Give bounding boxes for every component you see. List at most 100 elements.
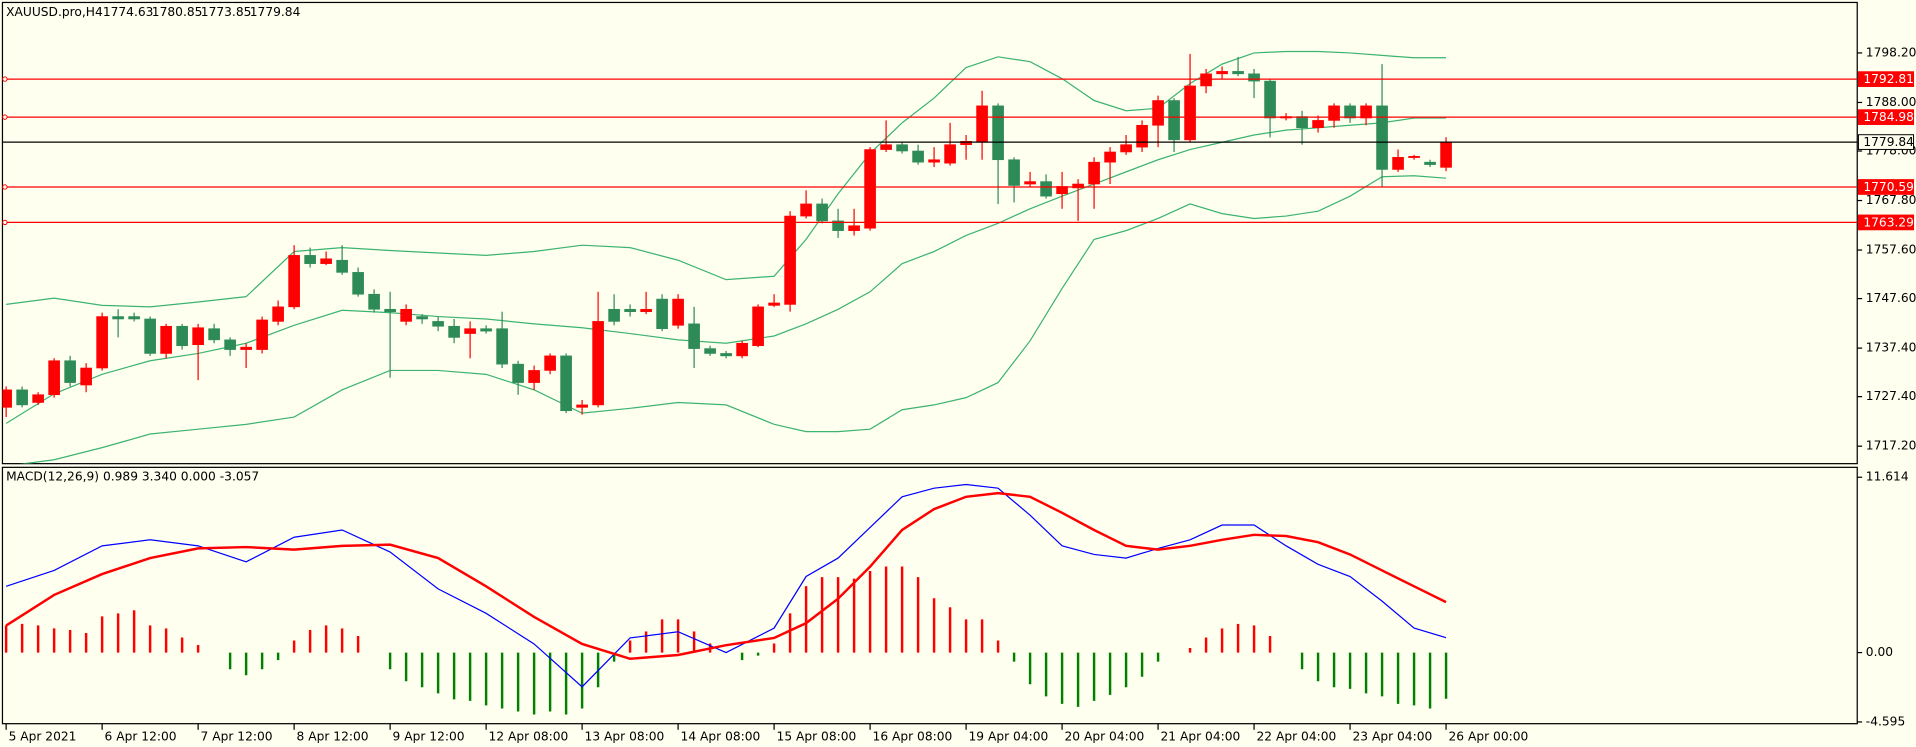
candle-body bbox=[912, 150, 924, 163]
candle-body bbox=[384, 308, 396, 313]
candle-body bbox=[368, 293, 380, 310]
candle-body bbox=[160, 325, 172, 354]
x-tick-label: 19 Apr 04:00 bbox=[969, 730, 1049, 744]
candle-body bbox=[1392, 157, 1404, 170]
x-tick-label: 23 Apr 04:00 bbox=[1353, 730, 1433, 744]
candle-body bbox=[496, 328, 508, 365]
candle-body bbox=[960, 140, 972, 146]
candle-body bbox=[336, 259, 348, 273]
y-tick-label: 1737.40 bbox=[1866, 341, 1916, 355]
candle-body bbox=[1216, 71, 1228, 75]
x-tick-label: 5 Apr 2021 bbox=[9, 730, 77, 744]
bollinger-band bbox=[19, 175, 1447, 464]
candle-body bbox=[464, 328, 476, 334]
candle-body bbox=[272, 306, 284, 322]
candle-body bbox=[2, 389, 12, 408]
candle-body bbox=[1328, 105, 1340, 121]
candle-body bbox=[1408, 156, 1420, 158]
candle-body bbox=[480, 328, 492, 332]
price-label: 1779.84 bbox=[1863, 135, 1914, 149]
y-tick-label: 1798.20 bbox=[1866, 45, 1916, 59]
macd-title: MACD(12,26,9) 0.989 3.340 0.000 -3.057 bbox=[6, 470, 259, 484]
y-tick-label: 1788.00 bbox=[1866, 95, 1916, 109]
candle-body bbox=[848, 225, 860, 231]
y-tick-label: 1727.40 bbox=[1866, 389, 1916, 403]
macd-panel-frame bbox=[1, 466, 1858, 725]
macd-line bbox=[5, 491, 1447, 661]
x-tick-label: 12 Apr 08:00 bbox=[489, 730, 569, 744]
candle-body bbox=[352, 272, 364, 295]
candle-body bbox=[1264, 80, 1276, 119]
candle-body bbox=[624, 308, 636, 313]
candle-body bbox=[656, 298, 668, 329]
candle-body bbox=[864, 149, 876, 229]
candle-body bbox=[992, 105, 1004, 161]
macd-plot bbox=[4, 483, 1448, 715]
candle-body bbox=[1136, 124, 1148, 148]
x-tick-label: 26 Apr 00:00 bbox=[1449, 730, 1529, 744]
candle-body bbox=[224, 339, 236, 350]
header-low: 1773.85 bbox=[201, 5, 252, 19]
y-tick-label: 0.00 bbox=[1866, 645, 1893, 659]
x-tick-label: 15 Apr 08:00 bbox=[777, 730, 857, 744]
candle-body bbox=[1072, 183, 1084, 189]
x-tick-label: 8 Apr 12:00 bbox=[297, 730, 369, 744]
candle-body bbox=[1120, 144, 1132, 153]
x-tick-label: 6 Apr 12:00 bbox=[105, 730, 177, 744]
candle-body bbox=[528, 370, 540, 383]
chart-title: XAUUSD.pro,H4 bbox=[6, 5, 103, 19]
candle-body bbox=[752, 306, 764, 346]
x-tick-label: 7 Apr 12:00 bbox=[201, 730, 273, 744]
price-label: 1792.81 bbox=[1863, 72, 1914, 86]
candle-body bbox=[1200, 73, 1212, 87]
x-tick-label: 21 Apr 04:00 bbox=[1161, 730, 1241, 744]
candle-body bbox=[1312, 120, 1324, 129]
candle-body bbox=[48, 360, 60, 396]
main-plot bbox=[2, 50, 1858, 464]
candle-body bbox=[208, 328, 220, 341]
bollinger-band bbox=[5, 117, 1447, 424]
x-tick-label: 22 Apr 04:00 bbox=[1257, 730, 1337, 744]
candle-body bbox=[944, 144, 956, 164]
y-tick-label: -4.595 bbox=[1866, 714, 1905, 728]
y-tick-label: 1767.80 bbox=[1866, 193, 1916, 207]
x-tick-label: 16 Apr 08:00 bbox=[873, 730, 953, 744]
candle-body bbox=[96, 316, 108, 369]
price-label-box bbox=[1857, 134, 1915, 150]
x-tick-label: 14 Apr 08:00 bbox=[681, 730, 761, 744]
candle-body bbox=[832, 220, 844, 231]
price-level-anchor bbox=[2, 184, 8, 190]
candle-body bbox=[1376, 105, 1388, 170]
candle-body bbox=[144, 318, 156, 354]
candle-body bbox=[448, 325, 460, 338]
price-label: 1770.59 bbox=[1863, 180, 1914, 194]
x-tick-label: 13 Apr 08:00 bbox=[585, 730, 665, 744]
candle-body bbox=[288, 255, 300, 308]
candle-body bbox=[1168, 100, 1180, 141]
candle-body bbox=[16, 389, 28, 406]
price-label-box bbox=[1857, 71, 1915, 87]
candle-body bbox=[800, 203, 812, 217]
candle-body bbox=[784, 215, 796, 305]
candle-body bbox=[416, 316, 428, 320]
candle-body bbox=[80, 367, 92, 386]
candle-body bbox=[256, 319, 268, 350]
candle-body bbox=[320, 258, 332, 264]
y-tick-label: 11.614 bbox=[1866, 470, 1909, 484]
candle-body bbox=[1008, 159, 1020, 186]
x-tick-label: 9 Apr 12:00 bbox=[393, 730, 465, 744]
candle-body bbox=[720, 353, 732, 357]
candle-body bbox=[64, 360, 76, 383]
candle-body bbox=[1424, 161, 1436, 165]
candle-body bbox=[576, 404, 588, 408]
candle-body bbox=[176, 325, 188, 346]
candle-body bbox=[928, 159, 940, 163]
price-level-anchor bbox=[2, 219, 8, 226]
y-tick-label: 1747.60 bbox=[1866, 291, 1916, 305]
y-tick-label: 1717.20 bbox=[1866, 439, 1916, 453]
candle-body bbox=[1440, 141, 1452, 168]
candle-body bbox=[240, 346, 252, 350]
